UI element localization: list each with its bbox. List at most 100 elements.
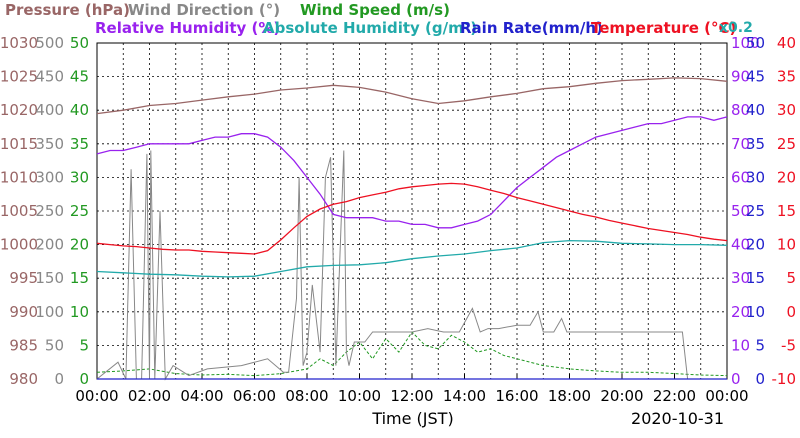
y-tick-label-temperature: 5 [786,269,796,287]
y-tick-label-wind-direction: 400 [35,101,64,119]
y-tick-label-pressure: 985 [9,336,38,354]
y-tick-label-rain-rate: 25 [746,202,765,220]
y-tick-label-wind-speed: 50 [70,34,89,52]
y-tick-label-relative-humidity: 0 [731,370,741,388]
x-tick-label: 04:00 [180,387,223,405]
y-tick-label-pressure: 1010 [0,168,38,186]
y-tick-label-wind-direction: 450 [35,68,64,86]
y-tick-label-temperature: 40 [777,34,796,52]
y-tick-label-pressure: 995 [9,269,38,287]
y-tick-label-wind-speed: 5 [79,336,89,354]
legend-absolute-humidity: Absolute Humidity (g/m³) [263,19,477,37]
x-tick-label: 10:00 [338,387,381,405]
x-axis-title: Time (JST) [371,409,453,428]
y-tick-label-wind-direction: 250 [35,202,64,220]
grid-layer [97,43,727,379]
y-tick-label-pressure: 980 [9,370,38,388]
legend-wind-speed: Wind Speed (m/s) [300,1,450,19]
y-tick-label-temperature: -10 [772,370,797,388]
y-tick-label-rain-rate: 5 [755,336,765,354]
y-tick-label-relative-humidity: 20 [731,303,750,321]
y-tick-label-rain-rate: 50 [746,34,765,52]
y-tick-label-relative-humidity: 70 [731,135,750,153]
y-tick-label-temperature: 15 [777,202,796,220]
y-tick-label-wind-speed: 15 [70,269,89,287]
y-tick-label-relative-humidity: 30 [731,269,750,287]
y-tick-label-pressure: 1015 [0,135,38,153]
x-tick-label: 00:00 [75,387,118,405]
x-tick-label: 06:00 [233,387,276,405]
x-tick-label: 16:00 [495,387,538,405]
y-tick-label-relative-humidity: 100 [731,34,760,52]
x-tick-label: 18:00 [548,387,591,405]
y-tick-label-temperature: 30 [777,101,796,119]
y-tick-label-relative-humidity: 60 [731,168,750,186]
y-tick-label-wind-direction: 0 [54,370,64,388]
y-tick-label-temperature: 10 [777,236,796,254]
x-tick-label: 22:00 [653,387,696,405]
y-tick-label-temperature: 35 [777,68,796,86]
y-tick-label-wind-direction: 50 [45,336,64,354]
legend-pressure: Pressure (hPa) [5,1,130,19]
y-tick-label-relative-humidity: 40 [731,236,750,254]
y-tick-label-wind-direction: 100 [35,303,64,321]
y-tick-label-rain-rate: 0 [755,370,765,388]
y-tick-label-rain-rate: 40 [746,101,765,119]
y-tick-label-wind-speed: 35 [70,135,89,153]
y-tick-label-wind-speed: 30 [70,168,89,186]
series-line-temperature-c [96,182,728,255]
legend-temperature: Temperature (°C) [591,19,736,37]
y-tick-label-wind-speed: 10 [70,303,89,321]
legend-rain-rate: Rain Rate(mm/h) [460,19,603,37]
series-line-pressure-hpa [96,77,728,115]
chart-date: 2020-10-31 [631,409,724,428]
y-tick-label-wind-speed: 40 [70,101,89,119]
y-tick-label-temperature: 25 [777,135,796,153]
y-tick-label-pressure: 1025 [0,68,38,86]
y-tick-label-rain-rate: 20 [746,236,765,254]
y-tick-label-rain-rate: 30 [746,168,765,186]
y-tick-label-rain-rate: 10 [746,303,765,321]
legend-x02: x0.2 [719,20,753,36]
axis-layer: 00:00 02:00 04:00 06:00 08:00 10:00 12:00 14:00… [0,34,796,405]
y-tick-label-wind-speed: 45 [70,68,89,86]
y-tick-label-temperature: -5 [781,336,796,354]
y-tick-label-temperature: 0 [786,303,796,321]
y-tick-label-wind-speed: 20 [70,236,89,254]
x-tick-label: 12:00 [390,387,433,405]
x-tick-label: 00:00 [705,387,748,405]
y-tick-label-pressure: 1005 [0,202,38,220]
y-tick-label-wind-direction: 200 [35,236,64,254]
x-tick-label: 20:00 [600,387,643,405]
y-tick-label-relative-humidity: 80 [731,101,750,119]
y-tick-label-temperature: 20 [777,168,796,186]
y-tick-label-wind-speed: 25 [70,202,89,220]
x-tick-label: 08:00 [285,387,328,405]
y-tick-label-pressure: 1030 [0,34,38,52]
y-tick-label-pressure: 990 [9,303,38,321]
y-tick-label-wind-direction: 150 [35,269,64,287]
y-tick-label-wind-direction: 350 [35,135,64,153]
x-tick-label: 14:00 [443,387,486,405]
y-tick-label-pressure: 1000 [0,236,38,254]
y-tick-label-pressure: 1020 [0,101,38,119]
y-tick-label-wind-direction: 300 [35,168,64,186]
x-tick-label: 02:00 [128,387,171,405]
y-tick-label-wind-direction: 500 [35,34,64,52]
series-line-relative-humidity [96,116,728,229]
y-tick-label-relative-humidity: 10 [731,336,750,354]
series-line-absolute-humidity-g-m-x0-2 [96,239,728,278]
series-layer [96,77,728,381]
legend-layer: Pressure (hPa) Wind Direction (°) Wind S… [5,1,753,37]
y-tick-label-rain-rate: 35 [746,135,765,153]
legend-wind-direction: Wind Direction (°) [128,1,280,19]
y-tick-label-wind-speed: 0 [79,370,89,388]
legend-relative-humidity: Relative Humidity (%) [95,19,280,37]
series-line-wind-direction [96,150,727,381]
y-tick-label-relative-humidity: 90 [731,68,750,86]
y-tick-label-rain-rate: 45 [746,68,765,86]
y-tick-label-relative-humidity: 50 [731,202,750,220]
y-tick-label-rain-rate: 15 [746,269,765,287]
